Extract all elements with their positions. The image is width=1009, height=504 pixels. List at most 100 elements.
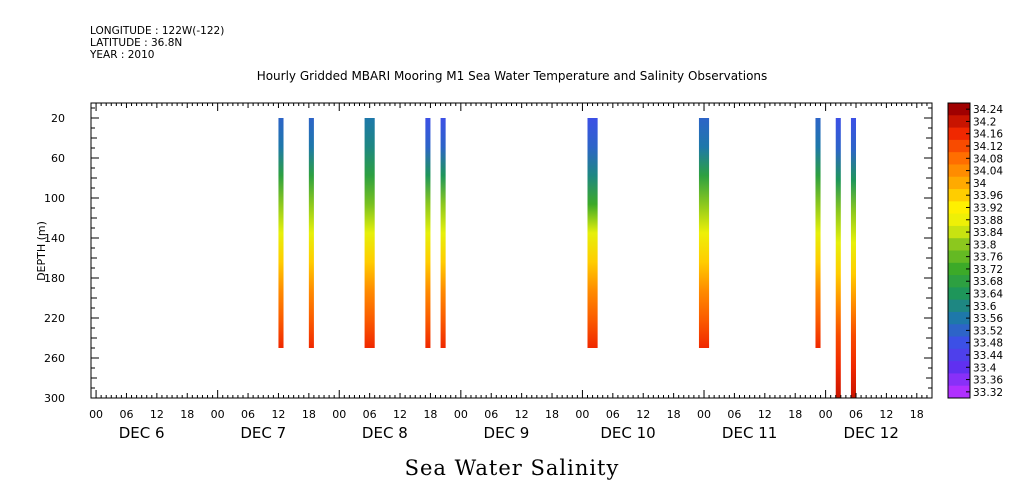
plot-frame (90, 102, 933, 399)
x-axis: 00 06 12 18 DEC 6 00 06 12 18 DEC 7 00 06 12 18 DEC 8 0… (89, 103, 933, 442)
colorbar-swatch (948, 324, 970, 338)
colorbar-swatch (948, 189, 970, 202)
x-tick-label: 12 (515, 408, 529, 421)
x-day-label: DEC 10 (600, 424, 655, 442)
x-tick-label: 12 (636, 408, 650, 421)
colorbar-label: 33.6 (973, 301, 997, 313)
y-axis: 20 60 100 140 180 220 260 300 (44, 107, 932, 405)
x-day-label: DEC 7 (240, 424, 286, 442)
colorbar-label: 33.56 (973, 313, 1003, 325)
colorbar-swatch (948, 238, 970, 251)
x-day-label: DEC 9 (484, 424, 530, 442)
x-tick-label: 00 (819, 408, 833, 421)
salinity-profile-column (850, 118, 857, 398)
x-tick-label: 12 (879, 408, 893, 421)
x-tick-label: 06 (727, 408, 741, 421)
x-tick-label: 18 (788, 408, 802, 421)
colorbar-label: 33.48 (973, 338, 1003, 350)
x-tick-label: 00 (454, 408, 468, 421)
salinity-profile-column (425, 118, 431, 348)
colorbar-label: 33.72 (973, 264, 1003, 276)
colorbar-label: 33.44 (973, 350, 1003, 362)
x-tick-label: 00 (89, 408, 103, 421)
y-tick-label: 300 (44, 392, 65, 405)
latitude-label: LATITUDE : 36.8N (90, 37, 183, 49)
x-tick-label: 06 (484, 408, 498, 421)
colorbar-swatch (948, 311, 970, 325)
colorbar-label: 33.76 (973, 252, 1003, 264)
y-tick-label: 100 (44, 192, 65, 205)
x-tick-label: 12 (758, 408, 772, 421)
colorbar-label: 34.04 (973, 166, 1003, 178)
colorbar-frame (947, 102, 971, 399)
colorbar-label: 33.8 (973, 239, 996, 251)
x-tick-label: 00 (211, 408, 225, 421)
colorbar-swatch (948, 348, 970, 362)
salinity-profile-column (308, 118, 314, 348)
colorbar-swatch (948, 103, 970, 116)
x-tick-label: 12 (150, 408, 164, 421)
colorbar-label: 33.84 (973, 227, 1003, 239)
colorbar-label: 33.88 (973, 215, 1003, 227)
colorbar-swatch (948, 336, 970, 350)
colorbar-label: 33.68 (973, 276, 1003, 288)
x-tick-label: 12 (271, 408, 285, 421)
x-day-label: DEC 6 (119, 424, 165, 442)
colorbar-swatch (948, 176, 970, 190)
colorbar-label: 34.12 (973, 141, 1003, 153)
x-tick-label: 06 (606, 408, 620, 421)
colorbar-label: 33.4 (973, 362, 997, 374)
colorbar-swatch (948, 127, 970, 141)
x-tick-label: 06 (849, 408, 863, 421)
y-tick-label: 180 (44, 272, 65, 285)
colorbar-swatch (948, 164, 970, 178)
colorbar-label: 33.36 (973, 375, 1003, 387)
x-tick-label: 18 (910, 408, 924, 421)
colorbar-swatch (948, 225, 970, 239)
colorbar-label: 34.08 (973, 153, 1003, 165)
y-tick-label: 220 (44, 312, 65, 325)
colorbar-swatch (948, 115, 970, 129)
x-tick-label: 18 (667, 408, 681, 421)
x-tick-label: 00 (575, 408, 589, 421)
x-tick-label: 18 (545, 408, 559, 421)
y-tick-label: 20 (51, 112, 65, 125)
profiles-layer (278, 118, 857, 398)
x-day-label: DEC 12 (844, 424, 899, 442)
x-axis-label: Sea Water Salinity (405, 456, 620, 480)
colorbar-label: 34.24 (973, 104, 1003, 116)
x-tick-label: 18 (180, 408, 194, 421)
y-tick-label: 140 (44, 232, 65, 245)
colorbar-swatch (948, 152, 970, 165)
colorbar-swatch (948, 262, 970, 276)
salinity-profile-column (835, 118, 841, 398)
salinity-profile-column (278, 118, 284, 348)
x-day-label: DEC 11 (722, 424, 777, 442)
colorbar-swatch (948, 201, 970, 215)
colorbar-swatch (948, 299, 970, 313)
x-tick-label: 06 (241, 408, 255, 421)
colorbar-swatch (948, 139, 970, 153)
colorbar-swatch (948, 373, 970, 387)
colorbar: 34.2434.234.1634.1234.0834.043433.9633.9… (947, 102, 1003, 399)
colorbar-label: 34.2 (973, 116, 996, 128)
colorbar-label: 33.92 (973, 202, 1003, 214)
chart-title: Hourly Gridded MBARI Mooring M1 Sea Wate… (257, 69, 768, 83)
colorbar-label: 33.64 (973, 289, 1003, 301)
x-tick-label: 00 (332, 408, 346, 421)
x-tick-label: 12 (393, 408, 407, 421)
colorbar-label: 33.32 (973, 387, 1003, 399)
salinity-profile-column (364, 118, 375, 348)
year-label: YEAR : 2010 (90, 49, 155, 61)
x-tick-label: 06 (363, 408, 377, 421)
colorbar-swatch (948, 287, 970, 301)
y-axis-label: DEPTH (m) (35, 221, 48, 281)
salinity-profile-column (698, 118, 710, 348)
x-tick-label: 18 (423, 408, 437, 421)
longitude-label: LONGITUDE : 122W(-122) (90, 25, 225, 37)
colorbar-swatch (948, 385, 970, 399)
colorbar-swatch (948, 250, 970, 264)
colorbar-label: 33.96 (973, 190, 1003, 202)
colorbar-label: 34 (973, 178, 987, 190)
